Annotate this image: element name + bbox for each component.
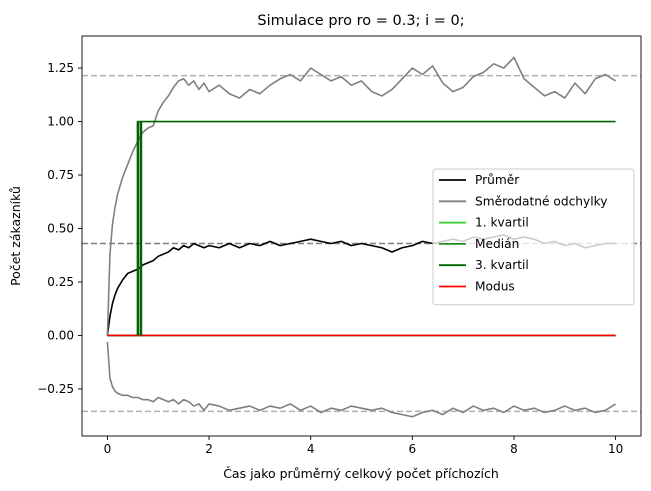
chart-title: Simulace pro ro = 0.3; i = 0; (257, 13, 464, 29)
legend-label: Průměr (475, 173, 520, 187)
y-axis: −0.25 0.00 0.25 0.50 0.75 1.00 1.25 (37, 61, 82, 396)
series-line-2 (106, 341, 617, 418)
legend-label: 3. kvartil (475, 258, 529, 272)
legend: Průměr Směrodatné odchylky 1. kvartil Mediá… (432, 168, 635, 306)
x-tick-label: 10 (608, 442, 623, 456)
y-tick-label: −0.25 (37, 382, 74, 396)
y-axis-label: Počet zákazníků (8, 186, 23, 286)
x-axis: 0 2 4 6 8 10 (104, 436, 623, 456)
legend-box (432, 168, 635, 306)
legend-label: 1. kvartil (475, 216, 529, 230)
plot-area (81, 35, 642, 437)
x-tick-label: 6 (408, 442, 416, 456)
legend-label: Modus (475, 280, 515, 294)
x-tick-label: 4 (307, 442, 315, 456)
x-axis-label: Čas jako průměrný celkový počet příchozí… (223, 466, 499, 481)
x-tick-label: 8 (510, 442, 518, 456)
y-tick-label: 0.25 (47, 275, 74, 289)
y-tick-label: 0.50 (47, 222, 74, 236)
legend-label: Směrodatné odchylky (475, 194, 607, 208)
series-line-1 (106, 56, 617, 336)
y-tick-label: 0.00 (47, 328, 74, 342)
axes-frame (81, 35, 642, 437)
y-tick-label: 1.25 (47, 61, 74, 75)
y-tick-label: 1.00 (47, 115, 74, 129)
y-tick-label: 0.75 (47, 168, 74, 182)
x-tick-label: 0 (104, 442, 112, 456)
x-tick-label: 2 (205, 442, 213, 456)
legend-label: Medián (475, 237, 519, 251)
